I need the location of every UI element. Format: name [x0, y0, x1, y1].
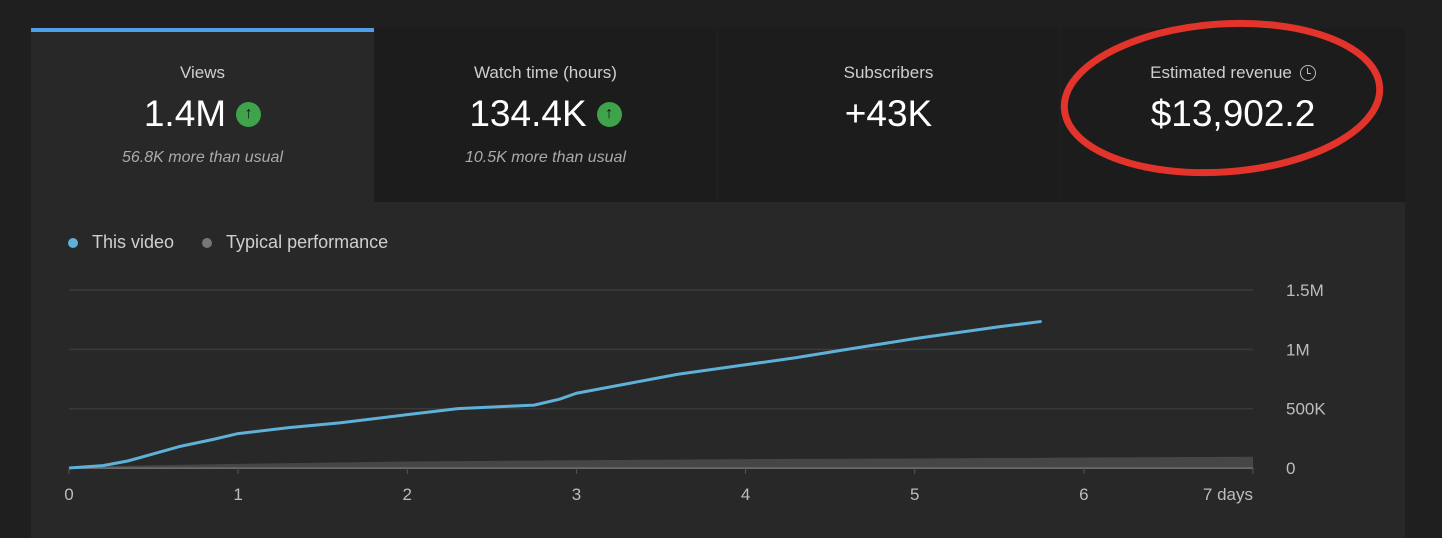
selected-indicator [31, 28, 374, 32]
metric-label: Subscribers [843, 63, 934, 82]
x-tick-label: 2 [403, 485, 412, 504]
metric-value: 134.4K [469, 93, 587, 134]
y-tick-label: 1M [1286, 340, 1310, 359]
red-circle-annotation [1060, 19, 1384, 177]
y-tick-label: 0 [1286, 459, 1295, 478]
y-tick-label: 1.5M [1286, 281, 1324, 300]
metric-value: 1.4M [143, 93, 227, 134]
up-arrow-icon: ↑ [236, 101, 262, 127]
this-video-line [68, 319, 1042, 470]
metric-comparison: 56.8K more than usual [122, 149, 283, 166]
metric-label: Views [179, 63, 226, 82]
y-tick-label: 500K [1286, 400, 1326, 419]
legend-typical: Typical performance [202, 232, 388, 253]
metric-value: +43K [844, 93, 933, 134]
metric-value: $13,902.2 [1150, 93, 1316, 134]
chart-legend: This video Typical performance [68, 232, 388, 253]
typical-performance-band [69, 456, 1253, 468]
metric-card-views[interactable]: Views 1.4M ↑ 56.8K more than usual [31, 28, 374, 202]
x-tick-label: 1 [233, 485, 242, 504]
clock-icon[interactable] [1299, 65, 1316, 81]
x-tick-label: 3 [572, 485, 581, 504]
x-tick-label: 4 [741, 485, 750, 504]
x-tick-label: 0 [64, 485, 73, 504]
metric-label: Watch time (hours) [474, 63, 617, 82]
legend-dot [68, 238, 78, 249]
metric-card-revenue[interactable]: Estimated revenue $13,902.2 [1061, 28, 1405, 202]
metric-card-subscribers[interactable]: Subscribers +43K [718, 28, 1059, 202]
metric-card-watch-time[interactable]: Watch time (hours) 134.4K ↑ 10.5K more th… [375, 28, 716, 202]
legend-dot [202, 238, 213, 249]
up-arrow-icon: ↑ [596, 101, 622, 127]
metric-comparison: 10.5K more than usual [465, 149, 626, 166]
metric-label: Estimated revenue [1150, 63, 1292, 82]
x-tick-label: 5 [910, 485, 919, 504]
x-tick-label: 6 [1079, 485, 1088, 504]
x-tick-label: 7 days [1203, 485, 1253, 504]
legend-this-video: This video [68, 232, 174, 253]
